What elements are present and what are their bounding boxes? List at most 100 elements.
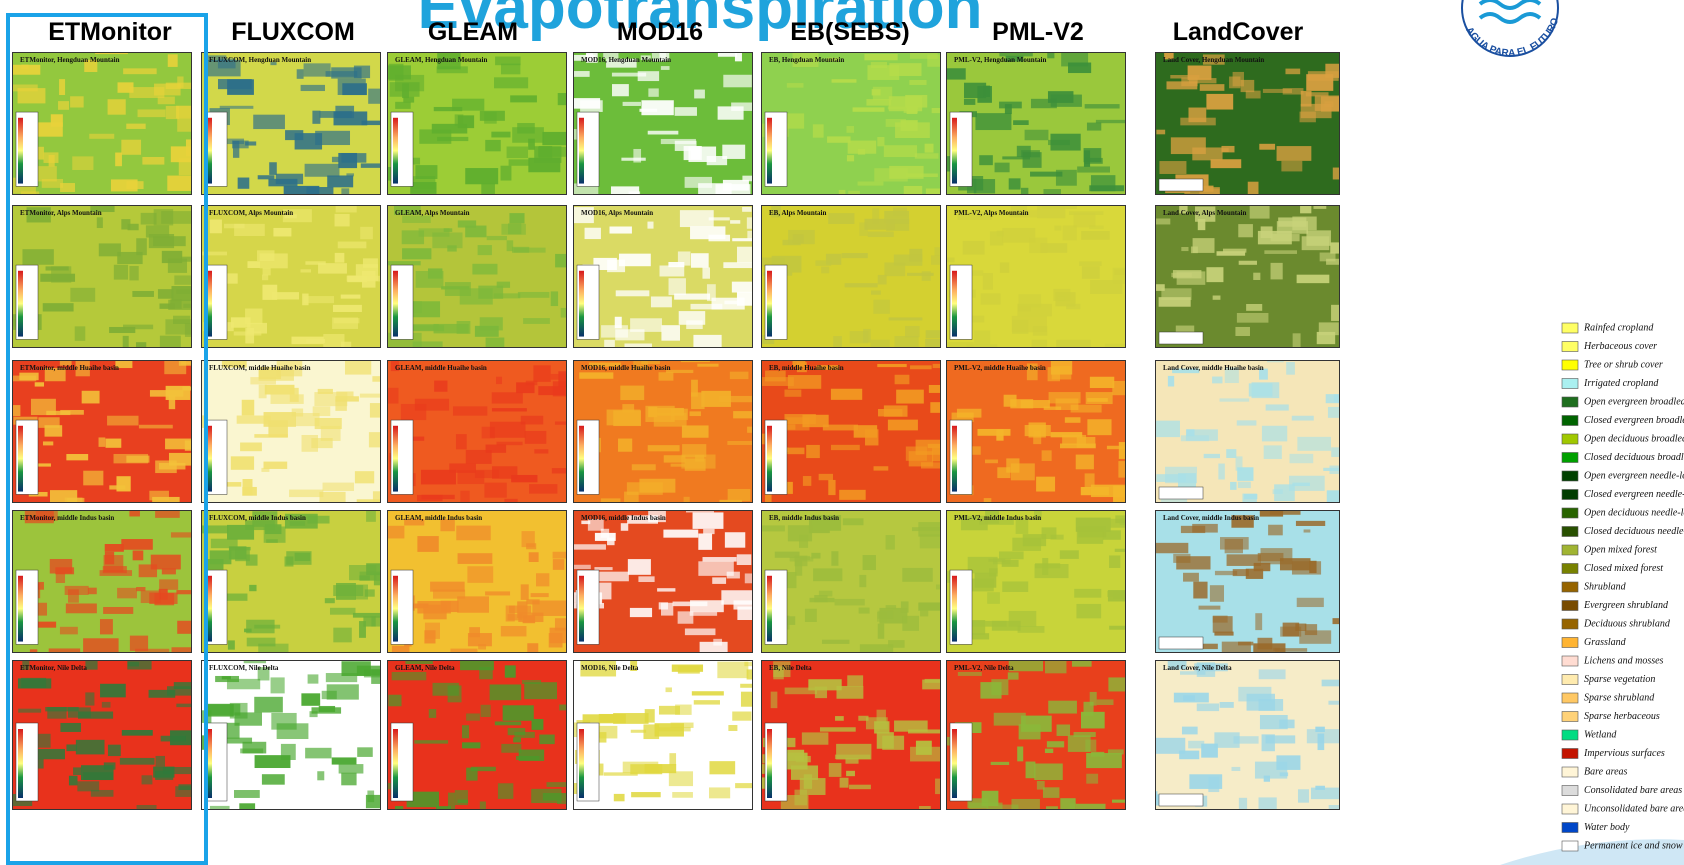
- map-patch: [233, 141, 239, 158]
- map-patch: [199, 252, 227, 256]
- map-patch: [1250, 206, 1270, 219]
- map-patch: [874, 466, 889, 470]
- map-patch: [108, 745, 121, 756]
- map-patch: [501, 224, 525, 235]
- map-patch: [901, 601, 909, 612]
- map-patch: [1060, 550, 1079, 559]
- map-patch: [599, 714, 626, 723]
- map-patch: [659, 372, 674, 380]
- map-patch: [73, 767, 81, 775]
- map-patch: [1304, 529, 1311, 532]
- legend-swatch: [1562, 397, 1578, 407]
- colorbar: [579, 576, 584, 642]
- map-patch: [327, 175, 353, 187]
- map-patch: [166, 386, 191, 400]
- map-patch: [552, 468, 568, 473]
- map-panel: EB, Nile Delta: [756, 660, 952, 815]
- map-patch: [481, 705, 491, 717]
- map-patch: [1259, 669, 1286, 679]
- map-patch: [1220, 537, 1249, 549]
- panel-title: EB, Alps Mountain: [769, 209, 826, 217]
- map-patch: [456, 526, 490, 541]
- panel-title: ETMonitor, Alps Mountain: [20, 209, 102, 217]
- map-patch: [141, 590, 161, 603]
- map-patch: [1226, 449, 1236, 458]
- map-patch: [995, 163, 1010, 173]
- map-patch: [262, 275, 268, 281]
- map-patch: [43, 441, 53, 445]
- map-patch: [1021, 150, 1040, 157]
- map-patch: [121, 219, 130, 229]
- map-patch: [1239, 798, 1247, 810]
- map-patch: [1214, 732, 1239, 748]
- map-patch: [518, 292, 549, 298]
- map-patch: [906, 446, 927, 460]
- map-patch: [1018, 306, 1031, 311]
- map-patch: [466, 713, 480, 720]
- map-patch: [806, 445, 820, 458]
- map-patch: [525, 431, 547, 444]
- map-patch: [607, 410, 641, 426]
- legend-label: Irrigated cropland: [1583, 378, 1659, 389]
- map-patch: [908, 729, 942, 733]
- map-patch: [465, 168, 498, 184]
- map-patch: [619, 254, 651, 267]
- map-panel: ETMonitor, middle Indus basin: [12, 507, 202, 664]
- map-patch: [978, 429, 1011, 436]
- panel-title: GLEAM, Hengduan Mountain: [395, 56, 487, 64]
- map-patch: [503, 705, 534, 720]
- map-patch: [1008, 672, 1019, 679]
- map-patch: [166, 106, 179, 119]
- map-patch: [108, 99, 126, 114]
- map-patch: [1262, 426, 1287, 442]
- map-patch: [1002, 581, 1028, 592]
- map-patch: [813, 124, 824, 137]
- map-patch: [1090, 377, 1114, 388]
- map-patch: [411, 176, 436, 189]
- legend-swatch: [1562, 582, 1578, 592]
- map-patch: [878, 409, 902, 416]
- map-patch: [1286, 362, 1295, 375]
- panel-title: GLEAM, middle Huaihe basin: [395, 364, 487, 372]
- map-patch: [9, 85, 38, 92]
- legend-swatch: [1562, 434, 1578, 444]
- map-patch: [262, 285, 277, 300]
- legend-swatch: [1562, 508, 1578, 518]
- map-patch: [692, 691, 724, 695]
- map-patch: [1237, 313, 1269, 323]
- map-patch: [1283, 623, 1300, 637]
- map-patch: [1285, 69, 1300, 75]
- map-patch: [612, 84, 629, 96]
- map-patch: [43, 303, 74, 311]
- map-patch: [638, 576, 654, 582]
- map-patch: [690, 612, 717, 616]
- legend-swatch: [1562, 749, 1578, 759]
- map-panel: ETMonitor, Alps Mountain: [8, 203, 214, 351]
- map-patch: [1170, 75, 1199, 78]
- map-patch: [761, 525, 785, 531]
- scale-box: [1159, 487, 1203, 499]
- map-patch: [795, 556, 808, 567]
- map-patch: [707, 284, 716, 301]
- map-patch: [1004, 395, 1017, 407]
- map-patch: [524, 682, 557, 699]
- map-patch: [1283, 88, 1304, 94]
- map-patch: [254, 434, 287, 438]
- map-patch: [787, 83, 804, 88]
- legend-label: Sparse vegetation: [1584, 674, 1655, 685]
- map-patch: [357, 747, 373, 757]
- map-patch: [519, 750, 544, 761]
- map-patch: [295, 133, 322, 149]
- map-panel: GLEAM, Hengduan Mountain: [384, 52, 590, 195]
- map-patch: [957, 409, 981, 418]
- map-patch: [1153, 543, 1188, 553]
- map-patch: [886, 535, 895, 549]
- map-patch: [22, 249, 53, 265]
- map-patch: [964, 99, 975, 105]
- map-patch: [402, 230, 424, 244]
- map-patch: [60, 723, 81, 732]
- map-patch: [170, 299, 181, 308]
- map-patch: [991, 762, 1009, 765]
- map-patch: [114, 454, 149, 463]
- map-patch: [333, 628, 351, 643]
